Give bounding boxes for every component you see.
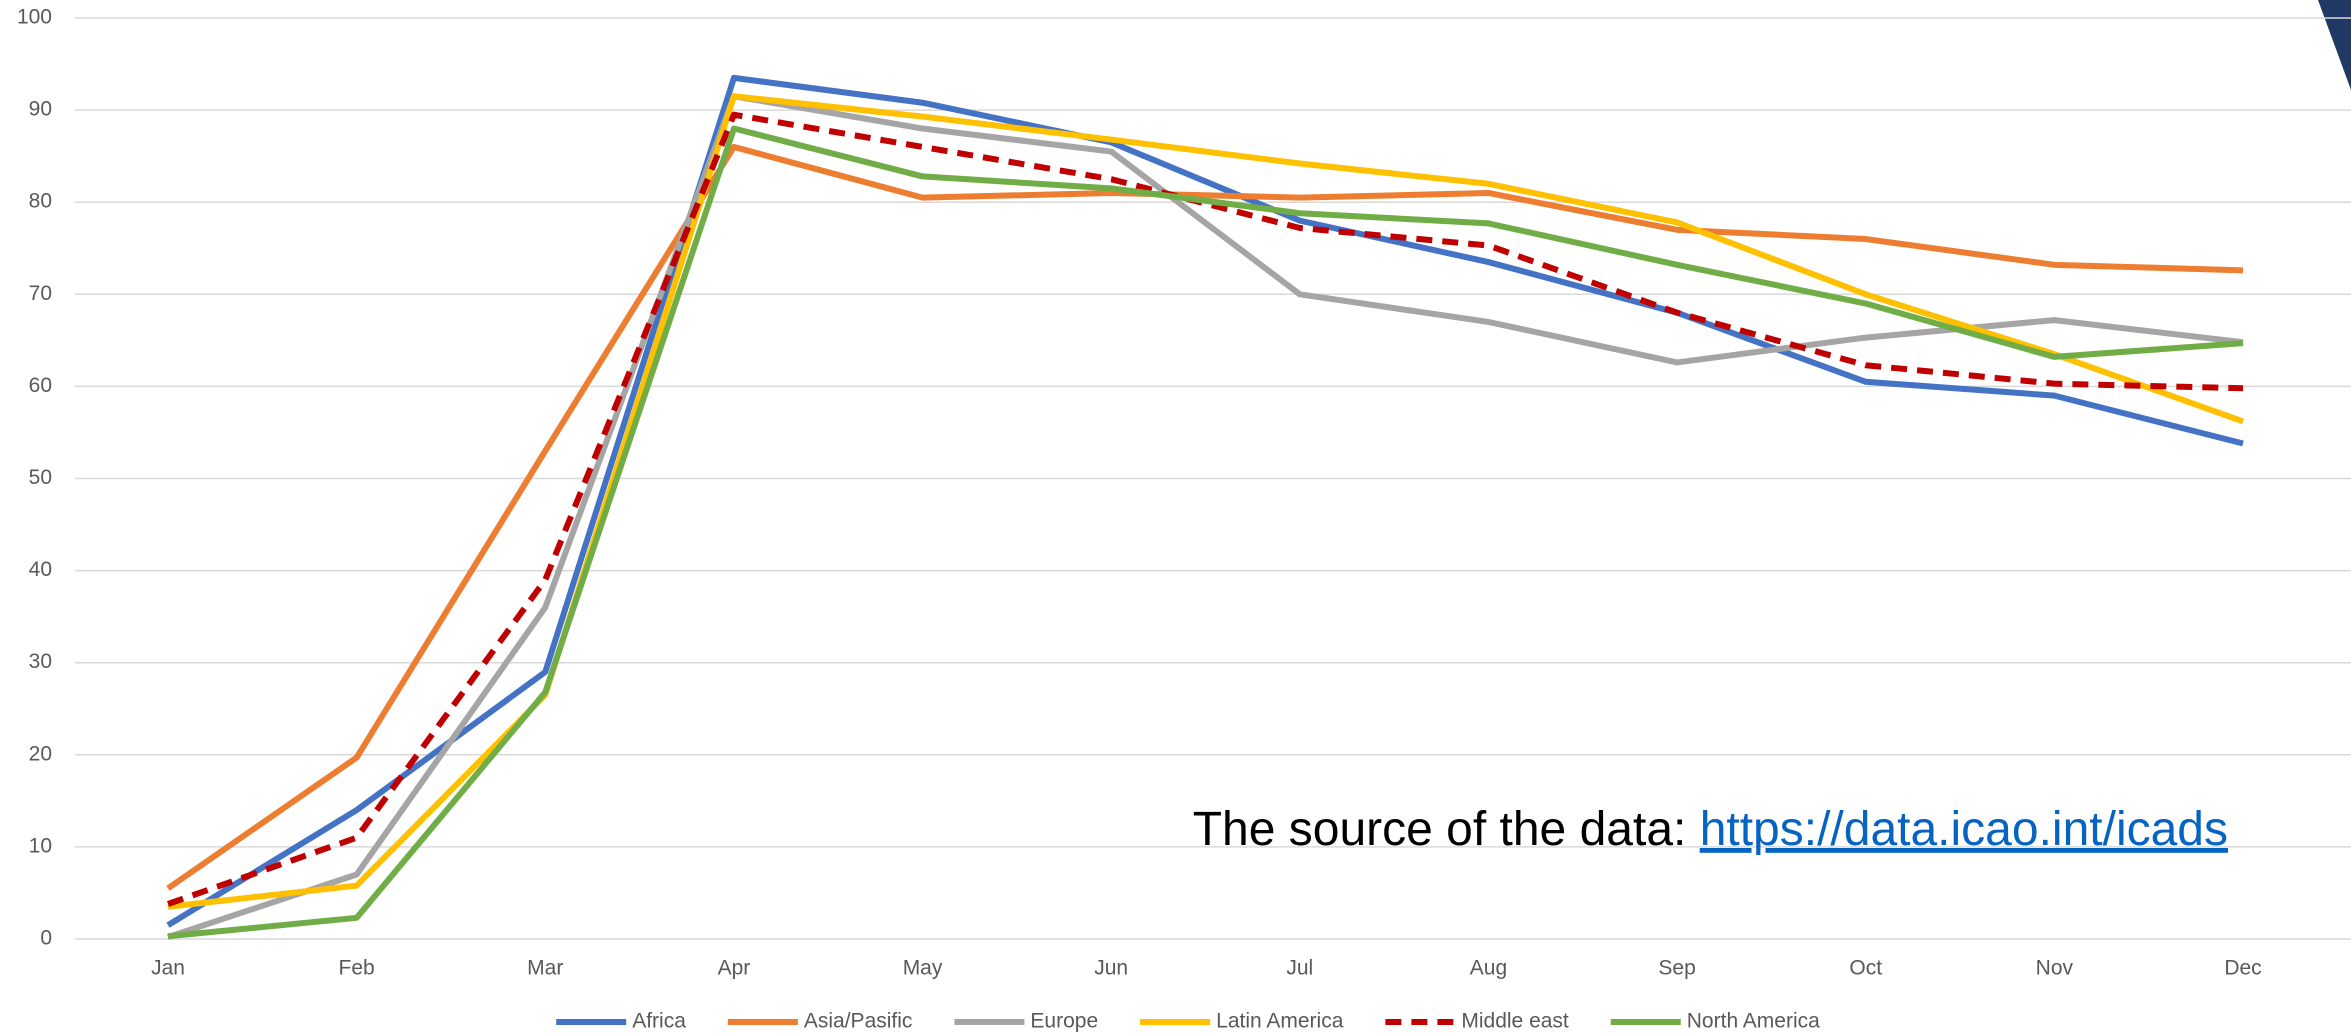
- y-tick-label: 90: [29, 98, 52, 121]
- x-tick-label: May: [903, 957, 943, 980]
- series-line: [166, 74, 2244, 928]
- x-tick-label: Dec: [2224, 957, 2261, 980]
- y-tick-label: 20: [29, 742, 52, 765]
- source-annotation: The source of the data: https://data.ica…: [1193, 803, 2228, 856]
- x-tick-label: Apr: [718, 957, 751, 980]
- y-tick-label: 100: [17, 6, 52, 29]
- x-tick-label: Nov: [2036, 957, 2074, 980]
- y-tick-label: 30: [29, 650, 52, 673]
- series-line: [167, 93, 2244, 941]
- y-tick-label: 0: [40, 927, 52, 950]
- series-line: [167, 111, 2244, 907]
- source-text: The source of the data:: [1193, 803, 1700, 856]
- x-tick-label: Mar: [527, 957, 563, 980]
- source-link[interactable]: https://data.icao.int/icads: [1700, 803, 2228, 856]
- legend-label: Middle east: [1461, 1010, 1569, 1033]
- y-tick-label: 80: [29, 190, 52, 213]
- y-tick-label: 60: [29, 374, 52, 397]
- y-tick-label: 70: [29, 282, 52, 305]
- x-tick-label: Oct: [1849, 957, 1882, 980]
- y-tick-label: 50: [29, 466, 52, 489]
- corner-decoration: [2318, 0, 2351, 90]
- series-line: [167, 125, 2244, 940]
- y-tick-label: 10: [29, 834, 52, 857]
- legend-label: Latin America: [1216, 1010, 1344, 1033]
- legend-label: Africa: [632, 1010, 686, 1033]
- x-tick-label: Sep: [1658, 957, 1695, 980]
- x-tick-label: Jan: [151, 957, 185, 980]
- x-tick-label: Jul: [1286, 957, 1313, 980]
- x-tick-label: Aug: [1470, 957, 1507, 980]
- series-line: [166, 143, 2244, 891]
- legend-label: Asia/Pasific: [804, 1010, 913, 1033]
- series-line: [167, 93, 2245, 910]
- y-tick-label: 40: [29, 558, 52, 581]
- legend-label: Europe: [1030, 1010, 1098, 1033]
- x-tick-label: Jun: [1094, 957, 1128, 980]
- legend: Africa Asia/Pasific Europe Latin America Mid…: [556, 1010, 1820, 1033]
- legend-label: North America: [1687, 1010, 1820, 1033]
- x-tick-label: Feb: [339, 957, 375, 980]
